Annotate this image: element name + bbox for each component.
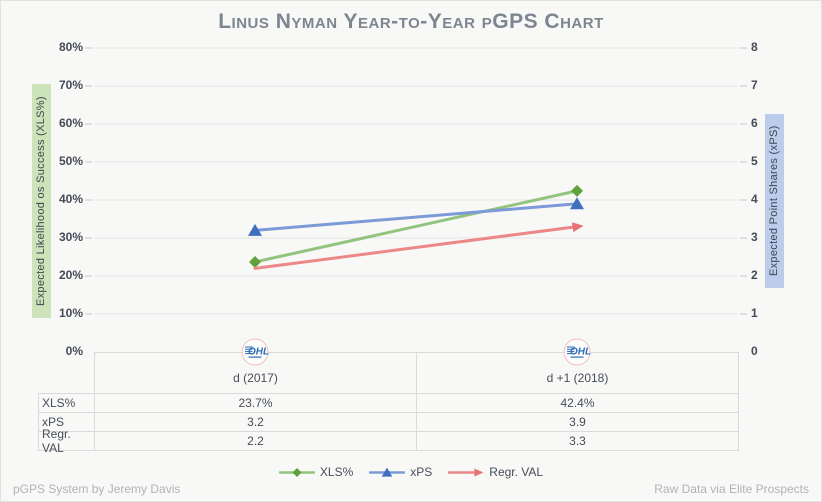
left-axis-title: Expected Likelihood os Success (XLS%): [32, 84, 51, 318]
y2-axis-tick-label: 4: [751, 192, 758, 206]
ohl-logo: OHL: [241, 338, 269, 366]
table-value-cell: 23.7%: [94, 393, 417, 413]
logo-text: OHL: [248, 347, 269, 358]
logo-underline: [570, 356, 584, 358]
y2-axis-tick-label: 3: [751, 230, 758, 244]
credit-left: pGPS System by Jeremy Davis: [13, 482, 181, 496]
y2-axis-tick-label: 2: [751, 268, 758, 282]
y-axis-tick-label: 0%: [65, 344, 83, 358]
legend-label: xPS: [410, 465, 433, 479]
y-axis-tick-label: 30%: [58, 230, 83, 244]
chart-title: Linus Nyman Year-to-Year pGPS Chart: [218, 10, 604, 33]
triangle-marker: [248, 223, 262, 236]
ohl-logo: OHL: [563, 338, 591, 366]
triangle-marker: [570, 197, 584, 210]
y2-axis-tick-label: 0: [751, 344, 758, 358]
diamond-marker: [292, 467, 302, 477]
table-row-label: XLS%: [38, 393, 95, 413]
diamond-marker: [571, 184, 583, 197]
table-row-label: Regr. VAL: [38, 427, 95, 455]
credit-right: Raw Data via Elite Prospects: [654, 482, 809, 496]
series-line-xps: [253, 202, 579, 232]
right-axis-title: Expected Point Shares (xPS): [765, 114, 784, 288]
y2-axis-tick-label: 7: [751, 78, 758, 92]
table-value-cell: 2.2: [94, 431, 417, 451]
table-value-cell: 3.9: [416, 412, 739, 432]
ohl-logo-graphic: OHL: [241, 338, 269, 366]
y-axis-tick-label: 70%: [58, 78, 83, 92]
legend-label: XLS%: [319, 465, 354, 479]
legend-marker-triangle: [369, 467, 406, 477]
legend-item-xps: xPS: [369, 465, 432, 479]
legend-item-xls-: XLS%: [278, 465, 354, 479]
triangle-marker: [382, 467, 393, 477]
y-axis-tick-label: 60%: [58, 116, 83, 130]
y-axis-tick-label: 10%: [58, 306, 83, 320]
y-axis-tick-label: 50%: [58, 154, 83, 168]
y-axis-tick-label: 40%: [58, 192, 83, 206]
table-value-cell: 3.3: [416, 431, 739, 451]
y2-axis-tick-label: 1: [751, 306, 758, 320]
arrow-marker: [474, 467, 484, 477]
logo-ring: [563, 338, 591, 366]
table-value-cell: 42.4%: [416, 393, 739, 413]
table-value-cell: 3.2: [94, 412, 417, 432]
y2-axis-tick-label: 6: [751, 116, 758, 130]
diamond-marker: [249, 255, 261, 268]
legend-item-regr-val: Regr. VAL: [448, 465, 543, 479]
series-line-regr-val: [253, 225, 579, 270]
logo-ring: [241, 338, 269, 366]
arrow-marker: [571, 222, 584, 233]
legend-label: Regr. VAL: [489, 465, 544, 479]
series-line-xls-: [253, 189, 579, 264]
logo-text: OHL: [570, 347, 591, 358]
legend-marker-arrow: [448, 467, 484, 477]
legend-marker-diamond: [278, 467, 315, 477]
chart-legend: XLS% xPS Regr. VAL: [1, 464, 821, 480]
ohl-logo-graphic: OHL: [563, 338, 591, 366]
logo-underline: [248, 356, 262, 358]
y-axis-tick-label: 80%: [58, 40, 83, 54]
y2-axis-tick-label: 5: [751, 154, 758, 168]
y-axis-tick-label: 20%: [58, 268, 83, 282]
y2-axis-tick-label: 8: [751, 40, 758, 54]
